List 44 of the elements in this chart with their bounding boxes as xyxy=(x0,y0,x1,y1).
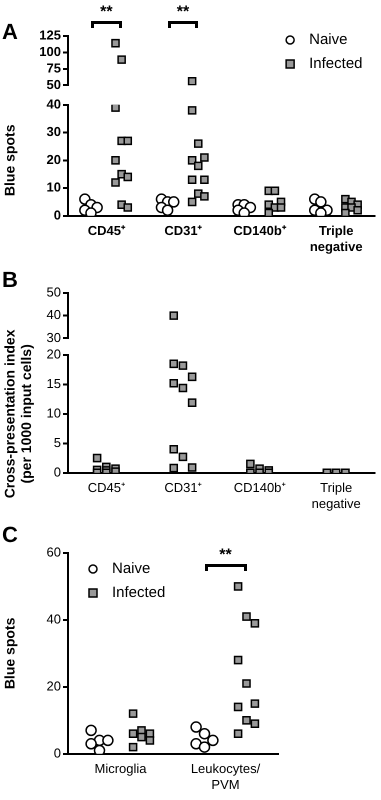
text: ** xyxy=(100,3,114,20)
chart-title: A xyxy=(2,19,18,44)
y-tick-label: 0 xyxy=(54,464,61,480)
legend-label: Naive xyxy=(112,560,150,578)
y-tick-label: 30 xyxy=(46,330,61,345)
y-axis-title: Cross-presentation index (per 1000 input cells) xyxy=(1,329,34,498)
y-tick-label: 30 xyxy=(46,124,61,140)
y-tick-label: 20 xyxy=(46,678,61,694)
x-tick-label: CD140b⁺ xyxy=(234,480,286,496)
legend-label: Naive xyxy=(309,31,348,48)
x-tick-label: Triple negative xyxy=(312,480,361,511)
chart-title: B xyxy=(2,267,18,292)
y-tick-label: 50 xyxy=(46,76,61,92)
legend-label: Infected xyxy=(309,55,363,72)
y-tick-label: 0 xyxy=(54,207,61,222)
x-tick-label: CD140b⁺ xyxy=(233,223,287,238)
y-tick-label: 20 xyxy=(46,346,61,362)
x-tick-label: CD45⁺ xyxy=(88,480,125,496)
y-tick-label: 50 xyxy=(46,284,61,300)
y-tick-label: 100 xyxy=(39,44,61,59)
y-tick-label: 40 xyxy=(46,612,61,627)
y-tick-label: 75 xyxy=(46,60,61,76)
x-tick-label: Leukocytes/PVM xyxy=(190,761,261,792)
y-tick-label: 0 xyxy=(54,745,61,760)
legend-label: Infected xyxy=(112,584,166,602)
y-tick-label: 20 xyxy=(46,152,61,167)
text: ** xyxy=(176,3,190,20)
y-tick-label: 15 xyxy=(46,376,61,392)
x-tick-label: Triple negative xyxy=(310,223,363,254)
y-tick-label: 5 xyxy=(54,434,61,450)
x-tick-label: Microglia xyxy=(94,761,148,776)
y-tick-label: 60 xyxy=(46,544,61,560)
x-tick-label: CD31⁺ xyxy=(164,223,203,238)
y-axis-title: Blue spots xyxy=(1,617,18,690)
annotation: ** xyxy=(219,546,232,564)
y-tick-label: 10 xyxy=(46,405,61,420)
y-tick-label: 40 xyxy=(46,96,61,112)
y-axis-title: Blue spots xyxy=(1,124,18,196)
chart-title: C xyxy=(2,522,18,548)
y-tick-label: 125 xyxy=(39,28,61,43)
x-tick-label: CD45⁺ xyxy=(88,223,126,238)
x-tick-label: CD31⁺ xyxy=(164,480,202,496)
y-tick-label: 10 xyxy=(46,180,61,195)
y-tick-label: 40 xyxy=(46,307,61,322)
